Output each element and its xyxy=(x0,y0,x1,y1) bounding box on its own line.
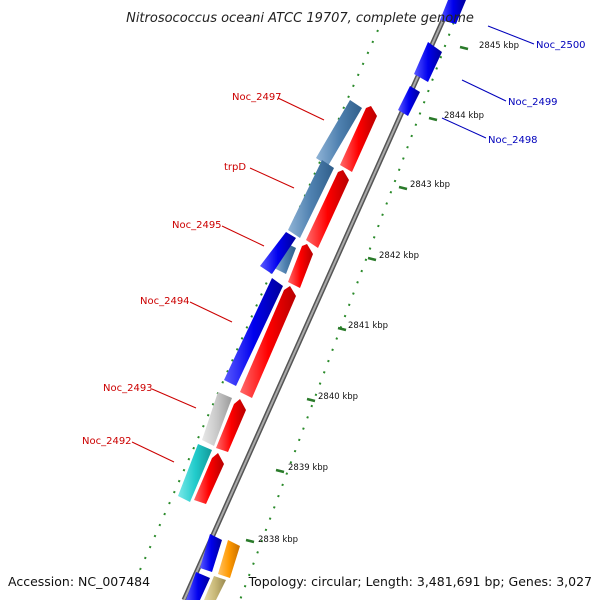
gene-label-noc-2495[interactable]: Noc_2495 xyxy=(172,220,222,231)
tick-label-2843: 2843 kbp xyxy=(410,180,450,190)
feature-blue-bottom-2[interactable] xyxy=(186,572,210,600)
map-title: Nitrosococcus oceani ATCC 19707, complet… xyxy=(126,11,474,26)
feature-blue-2[interactable] xyxy=(224,278,283,386)
tick-label-2842: 2842 kbp xyxy=(379,251,419,261)
gene-arrow-noc-2499[interactable] xyxy=(414,42,442,82)
leader-noc-2499 xyxy=(461,79,507,102)
tick-label-2838: 2838 kbp xyxy=(258,535,298,545)
gene-arrow-noc-2494[interactable] xyxy=(240,286,296,398)
topology-text: Topology: circular; Length: 3,481,691 bp… xyxy=(248,574,592,589)
feature-blue-bottom-1[interactable] xyxy=(200,534,222,572)
tick-mark-2845 xyxy=(459,45,469,51)
gene-arrow-trpd[interactable] xyxy=(306,170,349,248)
leader-noc-2494 xyxy=(189,301,233,323)
tick-label-2840: 2840 kbp xyxy=(318,392,358,402)
leader-noc-2495 xyxy=(221,225,265,247)
tick-label-2841: 2841 kbp xyxy=(348,321,388,331)
gene-arrow-noc-2492[interactable] xyxy=(194,453,224,504)
leader-noc-2492 xyxy=(131,441,175,463)
feature-steel-2[interactable] xyxy=(288,160,334,238)
leader-trpd xyxy=(249,167,295,189)
gene-arrow-noc-2495[interactable] xyxy=(288,244,313,288)
gene-arrow-noc-2493[interactable] xyxy=(216,399,246,452)
gene-label-noc-2494[interactable]: Noc_2494 xyxy=(140,296,190,307)
feature-blue-1[interactable] xyxy=(260,232,296,274)
tick-mark-2842 xyxy=(367,256,377,262)
tick-mark-2839 xyxy=(275,468,285,474)
feature-steel-3[interactable] xyxy=(274,242,296,274)
leader-noc-2498 xyxy=(441,117,487,139)
gene-label-noc-2497[interactable]: Noc_2497 xyxy=(232,92,282,103)
leader-noc-2500 xyxy=(487,25,535,45)
gene-arrow-noc-2500[interactable] xyxy=(440,0,466,24)
gene-label-noc-2499[interactable]: Noc_2499 xyxy=(508,97,558,108)
tick-label-2845: 2845 kbp xyxy=(479,41,519,51)
gene-arrow-noc-2498[interactable] xyxy=(398,86,420,116)
tick-mark-2843 xyxy=(398,185,408,191)
feature-grey[interactable] xyxy=(202,392,232,446)
tick-label-2839: 2839 kbp xyxy=(288,463,328,473)
gene-label-noc-2492[interactable]: Noc_2492 xyxy=(82,436,132,447)
tick-label-2844: 2844 kbp xyxy=(444,111,484,121)
tick-mark-2838 xyxy=(245,538,255,544)
gene-label-trpd[interactable]: trpD xyxy=(224,162,246,173)
gene-label-noc-2493[interactable]: Noc_2493 xyxy=(103,383,153,394)
gene-label-noc-2500[interactable]: Noc_2500 xyxy=(536,40,586,51)
tick-mark-2840 xyxy=(306,397,316,403)
leader-noc-2497 xyxy=(277,97,325,121)
feature-tan[interactable] xyxy=(204,576,226,600)
gene-label-noc-2498[interactable]: Noc_2498 xyxy=(488,135,538,146)
accession-text: Accession: NC_007484 xyxy=(8,574,150,589)
tick-mark-2841 xyxy=(337,326,347,332)
feature-cyan[interactable] xyxy=(178,444,212,502)
gene-arrow-noc-2497[interactable] xyxy=(340,106,377,172)
feature-orange[interactable] xyxy=(218,540,240,578)
leader-noc-2493 xyxy=(151,388,197,409)
feature-steel-1[interactable] xyxy=(316,100,362,166)
tick-mark-2844 xyxy=(428,116,438,122)
